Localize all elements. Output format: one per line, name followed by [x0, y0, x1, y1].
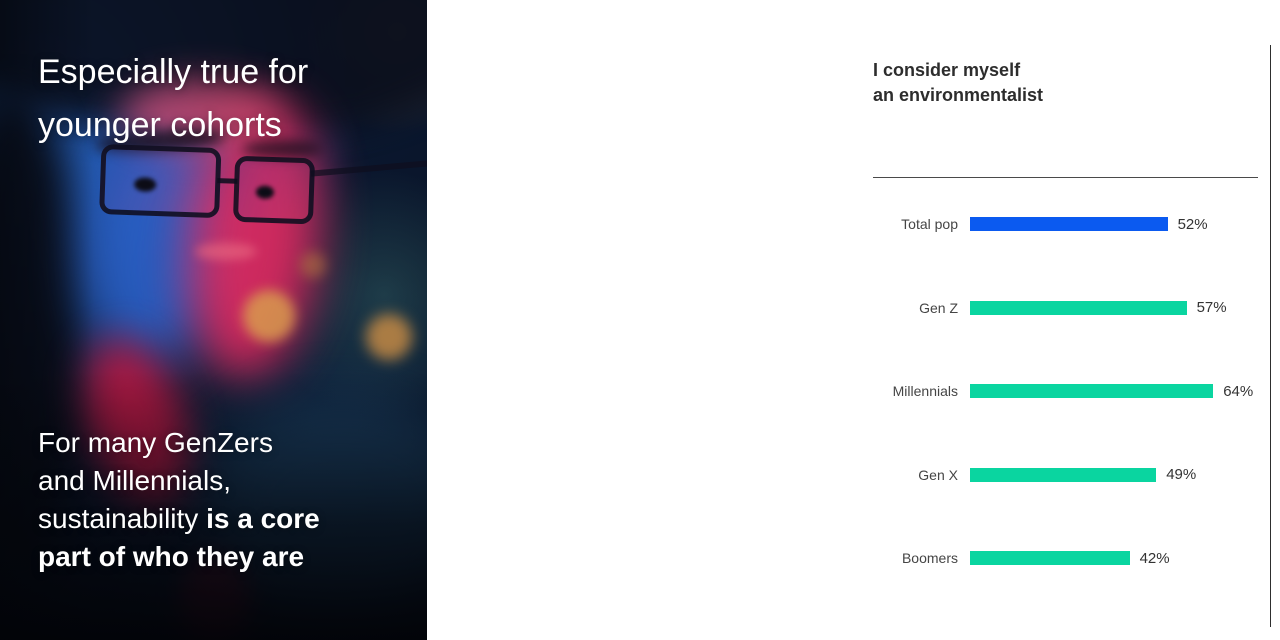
bar-row-millennials: Millennials 64% — [873, 382, 1254, 400]
category-label: Gen Z — [919, 299, 958, 316]
bar-row-total-pop: Total pop 52% — [873, 215, 1208, 233]
value-label: 42% — [1139, 549, 1170, 567]
slide-headline: Especially true for younger cohorts — [38, 53, 309, 144]
charts-panel: I consider myself an environmentalist To… — [427, 0, 1280, 640]
category-label: Gen X — [918, 466, 958, 483]
value-label: 64% — [1223, 382, 1254, 400]
charts-divider-line — [1270, 45, 1271, 627]
value-label: 49% — [1166, 466, 1197, 483]
slide-body-text: For many GenZers and Millennials, sustai… — [38, 424, 398, 576]
chart-1-title-underline — [873, 177, 1258, 178]
value-label: 57% — [1196, 299, 1227, 316]
photo-vignette-layer — [0, 0, 427, 640]
chart-environmentalist: I consider myself an environmentalist To… — [873, 58, 1265, 567]
value-label: 52% — [1177, 215, 1208, 233]
bar — [970, 467, 1157, 482]
left-photo-panel: Especially true for younger cohorts For … — [0, 0, 427, 640]
chart-1-bars: Total pop 52% Gen Z 57% Millennials 64% Gen X 4… — [873, 215, 1265, 637]
bar — [970, 300, 1187, 315]
bar-row-gen-x: Gen X 49% — [873, 466, 1197, 483]
chart-1-title: I consider myself an environmentalist — [873, 60, 1044, 105]
body-text-bold: is a core part of who they are — [38, 503, 320, 572]
category-label: Total pop — [901, 216, 958, 232]
bar-row-boomers: Boomers 42% — [873, 549, 1170, 567]
category-label: Boomers — [901, 550, 958, 566]
bar — [970, 384, 1214, 398]
bar — [970, 217, 1168, 231]
bar-row-gen-z: Gen Z 57% — [873, 299, 1227, 316]
category-label: Millennials — [892, 383, 958, 399]
bar — [970, 551, 1130, 565]
body-text-regular: For many GenZers and Millennials, sustai… — [38, 427, 273, 534]
